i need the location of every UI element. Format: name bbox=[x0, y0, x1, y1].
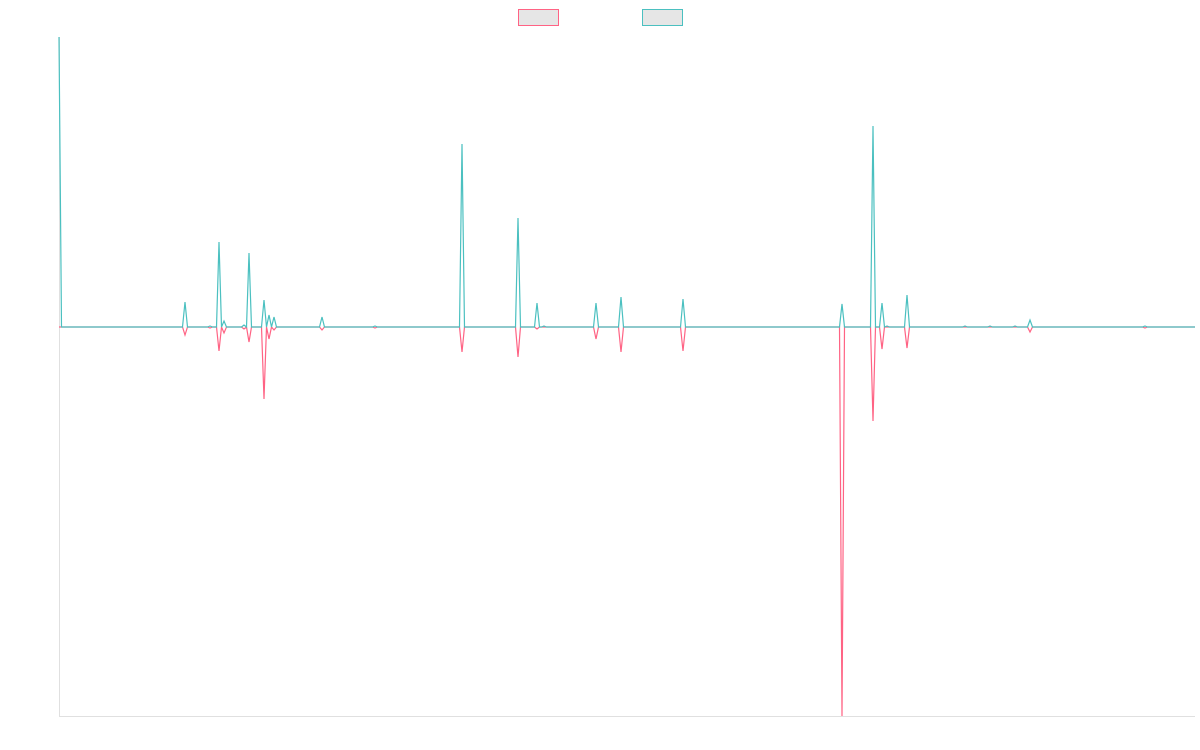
series-line bbox=[59, 325, 1195, 717]
series-line bbox=[58, 36, 1195, 329]
legend-swatch bbox=[642, 9, 683, 26]
legend-swatch bbox=[518, 9, 559, 26]
